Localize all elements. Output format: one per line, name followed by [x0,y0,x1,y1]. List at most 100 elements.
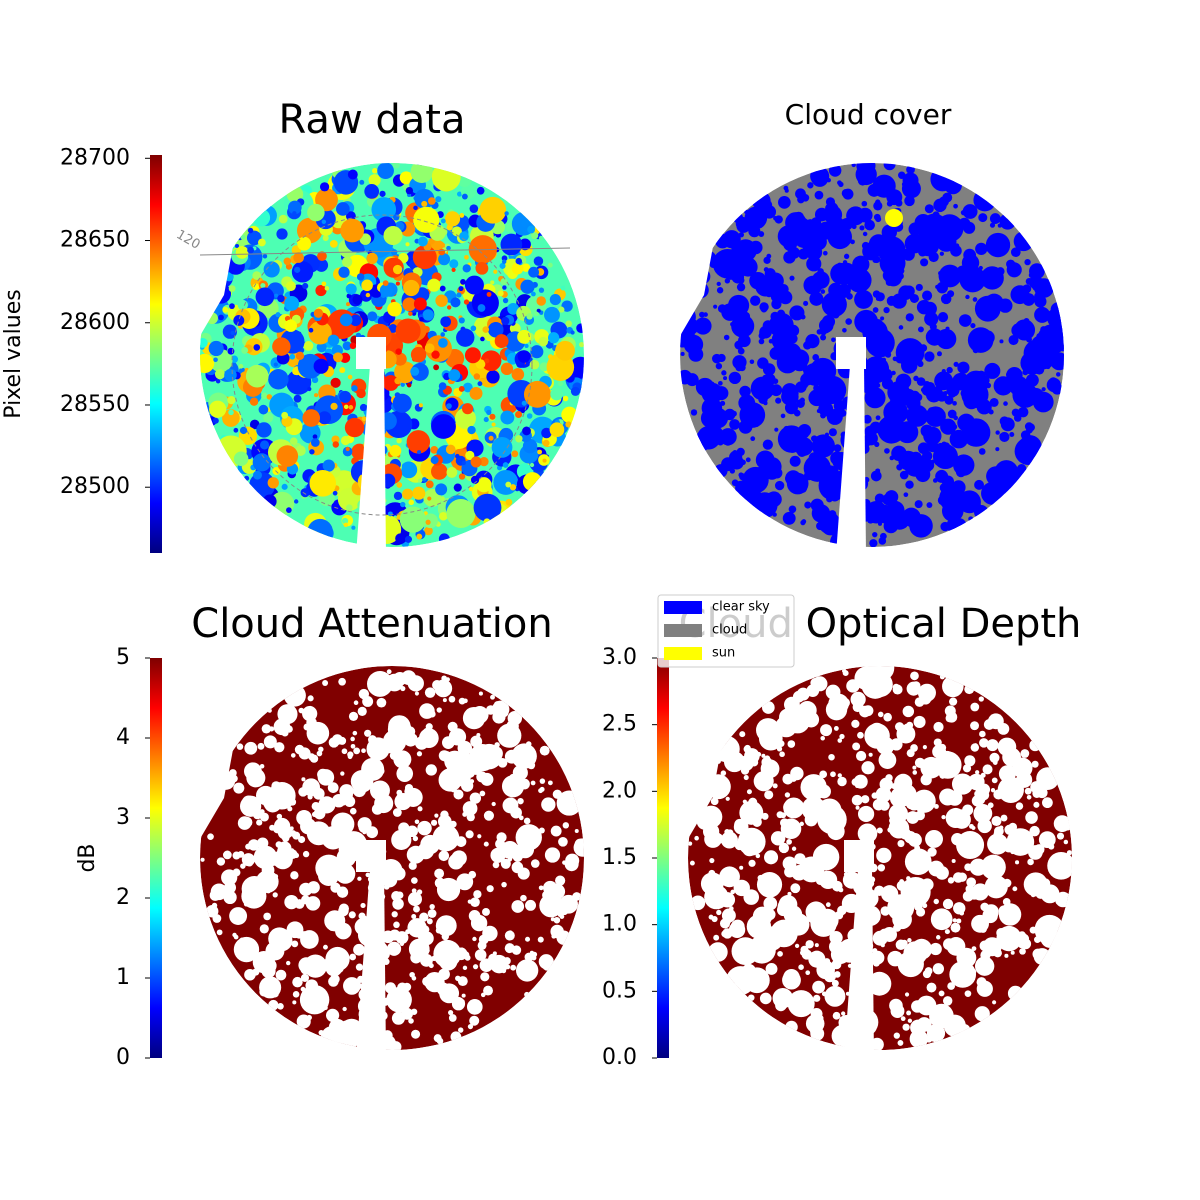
sky-blob [843,871,849,877]
sky-blob [477,304,486,312]
sky-blob [706,426,724,443]
sky-blob [851,224,857,230]
sky-blob [751,492,778,518]
sky-blob [438,850,450,862]
sky-blob [339,390,352,403]
sky-blob [825,902,831,908]
sky-blob [514,368,520,374]
sky-blob [1000,483,1012,495]
sky-blob [1003,401,1008,406]
sky-blob [381,930,395,944]
sky-blob [1034,291,1044,301]
sky-blob [342,1006,347,1012]
sky-blob [255,287,275,307]
mask [665,643,725,878]
sky-blob [920,258,929,267]
sky-blob [993,376,1013,396]
sky-blob [886,751,894,759]
sky-blob [307,695,314,702]
sky-blob [937,495,948,506]
sky-blob [345,504,353,512]
sky-blob [900,1016,906,1022]
sky-blob [362,830,367,835]
sky-blob [318,796,336,814]
sky-blob [902,705,915,718]
sky-blob [505,481,512,488]
sky-blob [905,480,914,489]
sky-blob [336,202,350,216]
sky-blob [348,911,356,919]
tick-label: 2.0 [602,778,637,803]
sky-blob [943,390,948,396]
sky-blob [811,255,818,263]
sky-blob [462,382,473,393]
sky-blob [861,795,870,804]
sky-blob [359,403,368,412]
sky-blob [455,453,460,459]
sky-blob [448,952,453,957]
sky-blob [520,894,527,902]
sky-blob [278,929,292,942]
sky-blob [539,362,549,372]
sky-blob [517,329,532,344]
sky-blob [502,462,509,468]
sky-blob [332,734,343,745]
sky-blob [292,211,297,216]
sky-blob [787,990,815,1018]
sky-blob [300,973,310,982]
sky-blob [920,774,932,786]
sky-blob [490,847,506,863]
sky-blob [738,938,743,943]
sky-blob [1028,275,1043,290]
sky-blob [832,1011,841,1020]
sky-blob [211,902,218,909]
sky-blob [798,964,804,970]
sky-blob [837,773,842,778]
tick-label: 3.0 [602,645,637,670]
sky-blob [989,222,996,228]
sky-blob [941,368,946,374]
sky-blob [1016,771,1033,788]
sky-blob [407,918,427,938]
sky-blob [276,813,283,820]
sky-blob [406,430,431,454]
sky-blob [500,362,514,376]
sky-blob [1004,953,1009,958]
sky-blob [396,482,403,488]
sky-blob [495,838,506,849]
sky-blob [764,268,776,280]
sky-blob [440,496,445,501]
sky-blob [1008,335,1019,346]
sky-blob [904,195,915,207]
sky-blob [538,954,554,970]
sky-blob [464,275,484,295]
sky-blob [458,697,466,705]
sky-blob [894,722,905,732]
sky-blob [289,437,298,446]
sky-blob [799,821,804,827]
sky-blob [436,707,442,713]
sky-blob [717,438,724,446]
sky-blob [984,362,1001,379]
sky-blob [290,753,296,758]
sky-blob [451,267,456,272]
sky-blob [222,306,229,313]
tick-label: 28650 [60,228,130,253]
sky-blob [322,679,329,686]
sky-blob [534,311,539,317]
sky-blob [438,768,462,792]
sky-blob [317,411,332,425]
sky-blob [877,521,883,526]
sky-blob [1018,839,1024,844]
sky-blob [837,283,851,297]
sky-blob [433,364,440,371]
mask [844,868,874,1058]
sky-blob [990,788,996,793]
sky-blob [511,900,525,913]
sky-blob [908,833,922,847]
sky-blob [851,163,856,168]
sky-image [680,163,1064,547]
sky-blob [875,415,881,421]
sky-blob [916,299,932,315]
sky-blob [359,179,365,185]
